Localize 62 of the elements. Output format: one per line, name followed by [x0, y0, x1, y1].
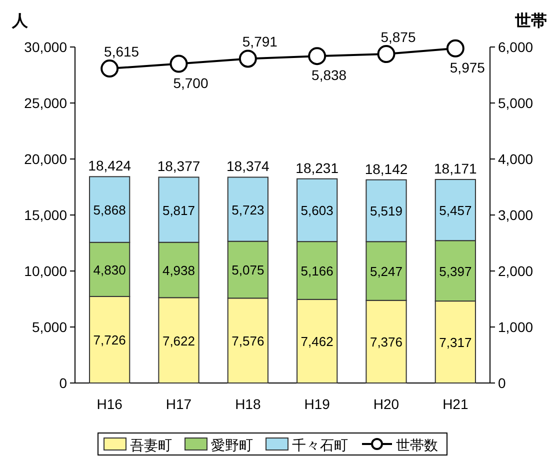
point: [446, 39, 464, 58]
data-label: 5,075: [232, 262, 264, 278]
x-tick-label: H17: [166, 396, 192, 412]
data-label: 5,791: [242, 34, 278, 50]
total-label: 18,231: [296, 160, 339, 176]
data-label: 5,603: [300, 203, 334, 218]
data-label: 7,726: [93, 332, 126, 348]
data-label: 5,838: [312, 67, 347, 84]
data-label: 4,938: [162, 262, 196, 278]
total-label: 18,377: [157, 158, 200, 174]
y2-tick-label: 5,000: [498, 95, 534, 111]
data-label: 5,700: [173, 74, 208, 91]
y-tick-label: 15,000: [24, 207, 68, 223]
y-tick-label: 25,000: [24, 95, 68, 111]
y-tick-label: 20,000: [24, 151, 68, 167]
data-label: 5,868: [93, 202, 126, 218]
legend-label: 千々石町: [292, 437, 348, 453]
y2-tick-label: 1,000: [498, 319, 534, 335]
data-label: 5,723: [232, 202, 264, 218]
legend-label: 世帯数: [396, 437, 438, 453]
point: [170, 54, 188, 73]
x-tick-label: H16: [96, 396, 123, 412]
data-label: 5,875: [380, 29, 416, 45]
total-label: 18,374: [226, 158, 270, 174]
y2-tick-label: 6,000: [498, 39, 534, 55]
legend-label: 愛野町: [211, 437, 253, 453]
data-label: 5,817: [162, 202, 196, 218]
x-tick-label: H21: [442, 396, 468, 412]
total-label: 18,171: [434, 160, 478, 176]
point: [377, 45, 396, 63]
x-tick-label: H18: [235, 396, 261, 412]
data-label: 7,622: [162, 333, 196, 348]
data-label: 5,519: [370, 204, 403, 219]
total-label: 18,424: [88, 158, 132, 174]
point: [100, 60, 119, 78]
y-tick-label: 0: [59, 375, 68, 391]
y2-tick-label: 4,000: [498, 151, 534, 167]
y2-axis-title: 世帯: [514, 12, 547, 30]
y-tick-label: 5,000: [32, 319, 68, 335]
data-label: 5,166: [300, 263, 334, 278]
data-label: 7,462: [300, 334, 334, 350]
data-label: 5,975: [450, 59, 486, 76]
y-tick-label: 30,000: [24, 39, 68, 55]
point: [308, 47, 326, 66]
y-tick-label: 10,000: [24, 263, 68, 279]
data-label: 5,457: [439, 203, 472, 218]
data-label: 5,397: [439, 264, 472, 279]
total-label: 18,142: [364, 160, 408, 177]
data-label: 7,576: [232, 334, 264, 349]
point: [238, 50, 257, 68]
y-axis-title: 人: [11, 12, 29, 30]
x-tick-label: H20: [373, 396, 400, 412]
data-label: 7,376: [370, 334, 403, 350]
legend-label: 吾妻町: [130, 437, 172, 453]
data-label: 7,317: [439, 335, 472, 350]
y2-tick-label: 3,000: [498, 207, 534, 223]
x-tick-label: H19: [304, 396, 330, 412]
y2-tick-label: 2,000: [498, 263, 534, 279]
data-label: 5,247: [370, 264, 403, 280]
y2-tick-label: 0: [498, 375, 506, 391]
data-label: 4,830: [93, 262, 126, 278]
data-label: 5,615: [104, 44, 140, 60]
